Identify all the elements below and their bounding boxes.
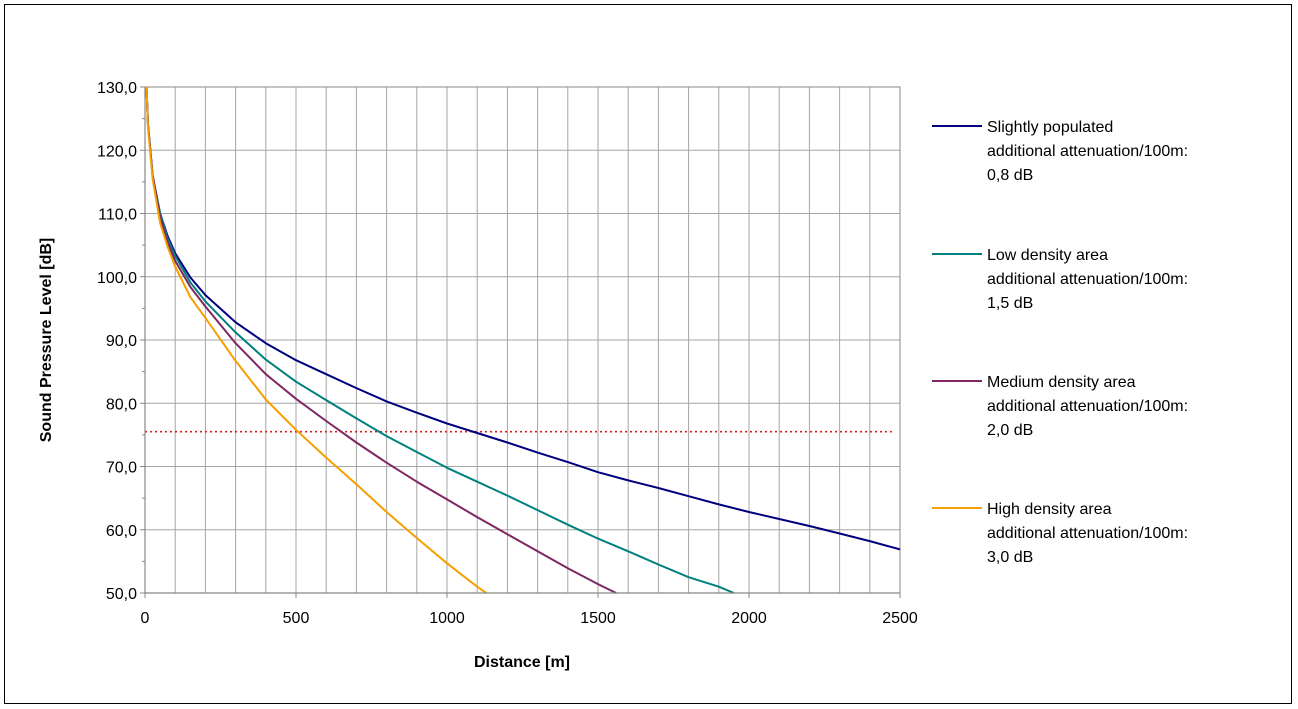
axes [140,86,901,598]
y-tick-labels: 50,0 60,0 70,0 80,0 90,0 100,0 110,0 120,0 130,0 [97,80,137,603]
legend-label-3: Medium density area [987,374,1136,391]
y-tick-label: 110,0 [98,207,137,224]
legend-label-1: 0,8 dB [987,167,1033,184]
y-tick-label: 100,0 [97,270,137,287]
y-tick-label: 120,0 [97,143,137,160]
legend-label-2: additional attenuation/100m: [987,271,1188,288]
x-tick-label: 2000 [731,610,767,627]
y-tick-label: 70,0 [106,460,137,477]
legend-label-2: Low density area [987,247,1108,264]
legend-label-4: 3,0 dB [987,549,1033,566]
y-tick-label: 90,0 [106,333,137,350]
x-tick-label: 500 [283,610,310,627]
y-tick-label: 50,0 [106,586,137,603]
chart-frame [4,4,1292,704]
legend-label-4: High density area [987,501,1112,518]
x-axis-title: Distance [m] [474,654,570,671]
legend-label-3: 2,0 dB [987,422,1033,439]
x-tick-label: 2500 [882,610,918,627]
legend-label-3: additional attenuation/100m: [987,398,1188,415]
x-tick-label: 0 [141,610,150,627]
series-lines [145,86,901,594]
x-tick-label: 1000 [429,610,465,627]
legend-label-4: additional attenuation/100m: [987,525,1188,542]
x-tick-label: 1500 [580,610,616,627]
legend-label-1: additional attenuation/100m: [987,143,1188,160]
series-line-4 [145,86,487,594]
series-line-3 [145,86,617,594]
y-tick-label: 60,0 [106,523,137,540]
x-tick-labels: 0 500 1000 1500 2000 2500 [141,610,918,627]
series-line-2 [145,86,735,594]
legend: Slightly populated additional attenuation… [932,119,1188,566]
legend-label-1: Slightly populated [987,119,1113,136]
grid [144,86,901,594]
series-line-1 [145,86,901,551]
y-axis-title: Sound Pressure Level [dB] [38,238,55,443]
y-tick-label: 80,0 [106,396,137,413]
legend-label-2: 1,5 dB [987,295,1033,312]
y-tick-label: 130,0 [97,80,137,97]
